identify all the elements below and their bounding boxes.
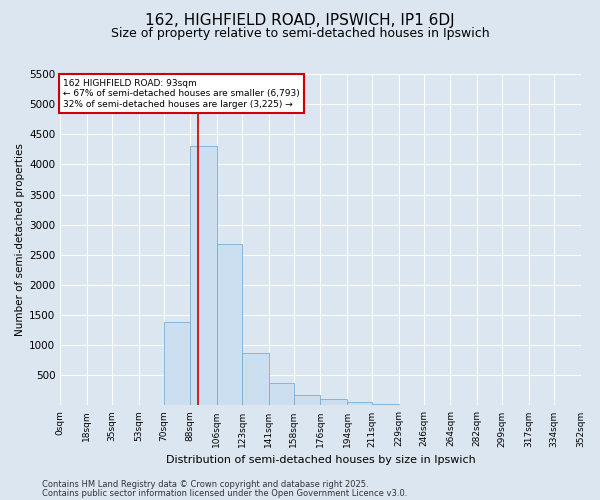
Text: Contains public sector information licensed under the Open Government Licence v3: Contains public sector information licen…: [42, 488, 407, 498]
Bar: [190, 146, 217, 406]
Text: 162, HIGHFIELD ROAD, IPSWICH, IP1 6DJ: 162, HIGHFIELD ROAD, IPSWICH, IP1 6DJ: [145, 12, 455, 28]
Bar: [242, 353, 269, 406]
Bar: [372, 404, 399, 406]
Bar: [164, 322, 190, 406]
X-axis label: Distribution of semi-detached houses by size in Ipswich: Distribution of semi-detached houses by …: [166, 455, 475, 465]
Bar: [320, 398, 347, 406]
Bar: [294, 395, 320, 406]
Bar: [217, 244, 242, 406]
Bar: [269, 383, 294, 406]
Text: Size of property relative to semi-detached houses in Ipswich: Size of property relative to semi-detach…: [110, 28, 490, 40]
Bar: [399, 404, 424, 406]
Text: 162 HIGHFIELD ROAD: 93sqm
← 67% of semi-detached houses are smaller (6,793)
32% : 162 HIGHFIELD ROAD: 93sqm ← 67% of semi-…: [63, 79, 300, 108]
Text: Contains HM Land Registry data © Crown copyright and database right 2025.: Contains HM Land Registry data © Crown c…: [42, 480, 368, 489]
Bar: [347, 402, 372, 406]
Y-axis label: Number of semi-detached properties: Number of semi-detached properties: [15, 144, 25, 336]
